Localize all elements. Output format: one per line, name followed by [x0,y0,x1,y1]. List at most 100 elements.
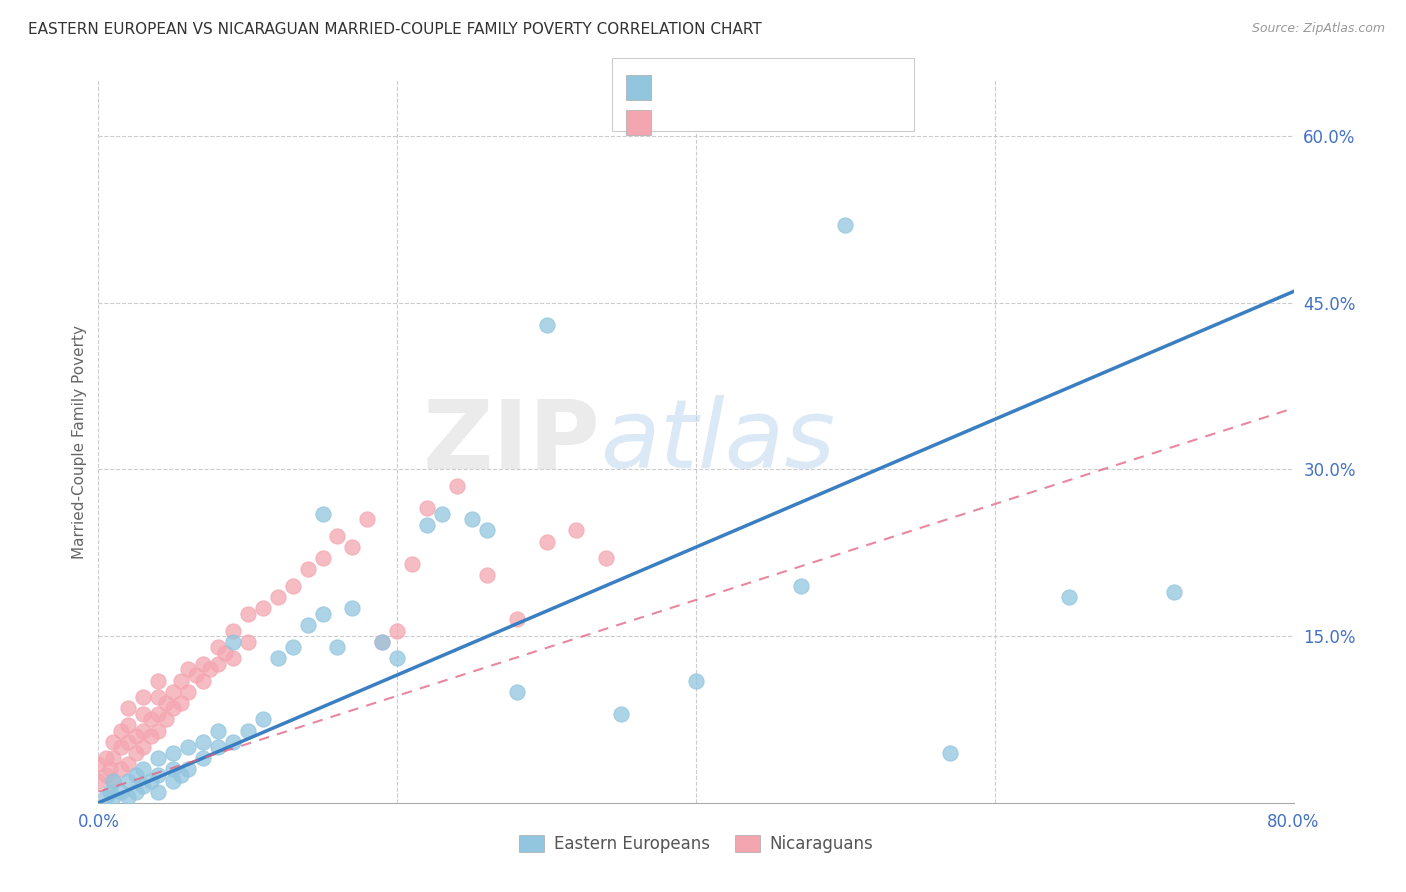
Point [132,763,155,777]
Point [117,790,139,805]
Point [94,768,117,782]
Point [222,734,245,748]
Point [110,740,132,755]
Point [139,729,162,743]
Point [506,612,529,626]
Point [311,551,333,566]
Point [191,734,214,748]
Point [103,751,125,765]
Point [103,773,125,788]
Point [1163,584,1185,599]
Point [214,646,236,660]
Point [162,773,184,788]
Point [267,590,290,604]
Point [132,706,155,721]
Text: ZIP: ZIP [422,395,600,488]
Point [162,684,184,698]
Point [169,696,191,710]
Point [207,740,229,755]
Point [536,534,558,549]
Point [87,756,110,771]
Point [155,713,177,727]
Point [475,568,498,582]
Text: atlas: atlas [600,395,835,488]
Point [446,479,468,493]
Point [110,785,132,799]
Point [430,507,453,521]
Point [132,723,155,738]
Point [342,601,364,615]
Point [148,768,170,782]
Point [169,673,191,688]
Point [139,773,162,788]
Point [139,713,162,727]
Point [98,785,122,799]
Point [148,673,170,688]
Point [685,673,707,688]
Text: EASTERN EUROPEAN VS NICARAGUAN MARRIED-COUPLE FAMILY POVERTY CORRELATION CHART: EASTERN EUROPEAN VS NICARAGUAN MARRIED-C… [28,22,762,37]
Point [416,501,439,516]
Point [356,512,378,526]
Point [148,751,170,765]
Point [252,713,274,727]
Point [162,763,184,777]
Point [148,723,170,738]
Point [475,524,498,538]
Point [132,740,155,755]
Point [236,634,259,648]
Point [110,763,132,777]
Point [1059,590,1081,604]
Point [177,763,200,777]
Point [148,706,170,721]
Point [416,517,439,532]
Text: R = 0.534   N =  51: R = 0.534 N = 51 [662,69,838,87]
Point [125,785,148,799]
Point [191,657,214,671]
Point [117,756,139,771]
Point [461,512,484,526]
Point [117,718,139,732]
Point [385,624,409,638]
Point [103,734,125,748]
Point [184,668,207,682]
Point [177,662,200,676]
Point [834,218,856,232]
Point [222,624,245,638]
Point [536,318,558,332]
Point [103,773,125,788]
Point [155,696,177,710]
Point [98,763,122,777]
Point [200,662,222,676]
Point [297,562,319,576]
Point [267,651,290,665]
Point [191,751,214,765]
Point [103,790,125,805]
Point [117,734,139,748]
Point [595,551,617,566]
Point [207,723,229,738]
Point [162,701,184,715]
Point [117,773,139,788]
Point [125,746,148,760]
Point [148,785,170,799]
Point [236,607,259,621]
Point [162,746,184,760]
Point [939,746,962,760]
Point [177,684,200,698]
Point [132,690,155,705]
Point [125,768,148,782]
Point [117,701,139,715]
Point [281,640,304,655]
Point [789,579,811,593]
Point [610,706,633,721]
Point [94,751,117,765]
Point [148,690,170,705]
Point [169,768,191,782]
Point [87,773,110,788]
Point [125,729,148,743]
Point [177,740,200,755]
Point [132,779,155,793]
Point [401,557,423,571]
Point [311,607,333,621]
Point [207,640,229,655]
